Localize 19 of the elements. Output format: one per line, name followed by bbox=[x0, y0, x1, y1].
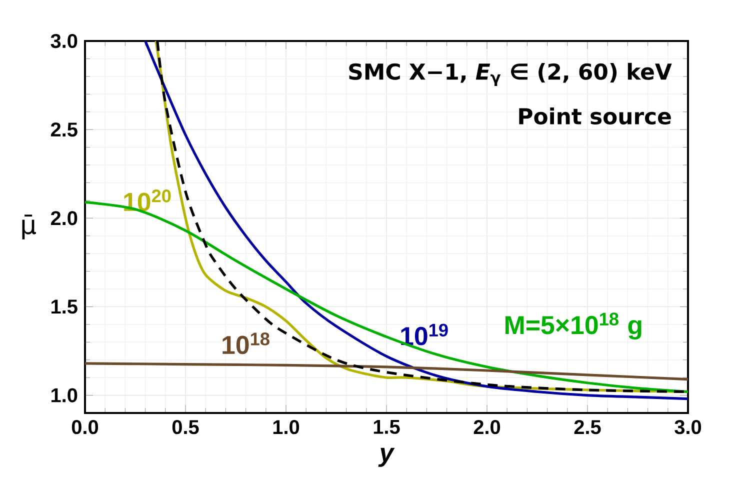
x-tick-label: 2.5 bbox=[574, 420, 601, 434]
x-axis-title: y bbox=[378, 448, 395, 467]
x-tick-label: 0.0 bbox=[72, 420, 98, 434]
y-tick-label: 2.5 bbox=[50, 122, 78, 137]
x-tick-label: 1.5 bbox=[374, 420, 400, 434]
series-label: M=5×10$^{18}$ g bbox=[506, 312, 642, 340]
series-label: 10$^{18}$ bbox=[222, 332, 270, 354]
x-tick-label: 2.0 bbox=[474, 420, 500, 434]
x-tick-label: 3.0 bbox=[674, 420, 702, 434]
x-tick-label: 1.0 bbox=[273, 420, 300, 434]
line-series bbox=[85, 362, 688, 381]
y-tick-label: 3.0 bbox=[50, 34, 78, 48]
annotation: Point source bbox=[519, 108, 671, 125]
y-tick-label: 1.0 bbox=[52, 388, 78, 402]
annotation: SMC X−1, E$_{γ}$ ∈ (2, 60) keV bbox=[349, 62, 672, 86]
y-axis-title: μ̄ bbox=[22, 214, 36, 240]
y-tick-label: 1.5 bbox=[52, 300, 78, 314]
y-tick-label: 2.0 bbox=[50, 211, 78, 226]
x-tick-label: 0.5 bbox=[172, 420, 199, 434]
